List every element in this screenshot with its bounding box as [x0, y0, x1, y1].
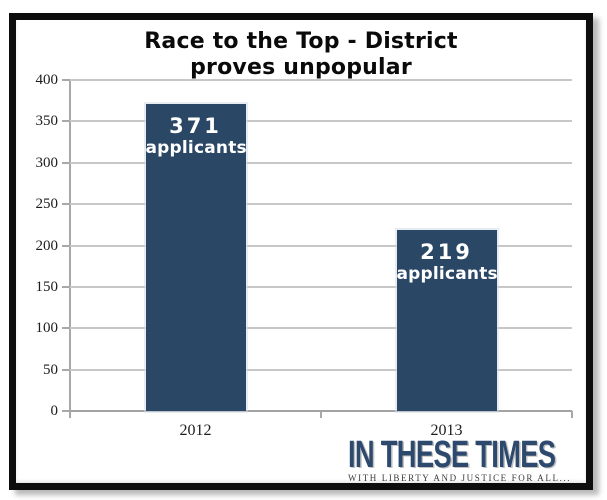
bar-value-label: 219: [420, 239, 473, 264]
chart-frame: Race to the Top - District proves unpopu…: [9, 13, 593, 490]
bar-label-2013: 219 applicants: [396, 239, 498, 285]
bar-value-label: 371: [169, 113, 222, 138]
x-axis-tick: [571, 411, 573, 418]
y-axis-tick-label: 250: [35, 196, 59, 213]
bar-2013: [396, 229, 497, 411]
y-axis-tick: [62, 79, 70, 81]
gridline: [70, 120, 572, 123]
gridline: [70, 327, 572, 330]
bar-label-2012: 371 applicants: [145, 113, 247, 159]
chart-title-line-1: Race to the Top - District: [144, 29, 458, 54]
bar-sublabel: applicants: [145, 137, 247, 158]
publication-logo-wordmark: IN THESE TIMES: [348, 434, 556, 476]
y-axis-tick: [62, 285, 70, 288]
gridline: [70, 79, 572, 81]
x-axis-tick: [69, 411, 71, 418]
y-axis-tick-label: 400: [35, 72, 59, 88]
y-axis-tick: [62, 244, 70, 247]
x-axis-tick-label: 2013: [430, 422, 463, 439]
x-axis-tick: [320, 411, 322, 418]
gridline: [70, 244, 572, 247]
y-axis-tick: [62, 368, 70, 371]
y-axis-tick-label: 150: [35, 278, 59, 295]
y-axis-tick-label: 200: [35, 237, 59, 254]
chart-title: Race to the Top - District proves unpopu…: [16, 29, 586, 81]
x-axis-tick-label: 2012: [179, 422, 212, 439]
gridline: [70, 285, 572, 288]
publication-logo: IN THESE TIMES WITH LIBERTY AND JUSTICE …: [348, 434, 594, 483]
gridline: [70, 203, 572, 206]
bar-sublabel: applicants: [396, 263, 498, 284]
bar-2012: [145, 103, 246, 411]
y-axis-tick: [62, 410, 70, 412]
y-axis-tick-label: 300: [35, 154, 59, 171]
gridline: [70, 161, 572, 164]
publication-logo-tagline: WITH LIBERTY AND JUSTICE FOR ALL...: [348, 473, 572, 483]
chart-title-line-2: proves unpopular: [190, 55, 412, 80]
gridline: [70, 368, 572, 371]
y-axis-tick: [62, 120, 70, 123]
y-axis-tick-label: 100: [35, 320, 59, 337]
y-axis-tick-label: 0: [50, 403, 59, 419]
plot-area: 0 50 100 150 200 250 300 350 400 371 applicants 201…: [36, 72, 573, 439]
y-axis-tick: [62, 327, 70, 330]
y-axis-tick-label: 350: [35, 113, 59, 130]
y-axis-tick: [62, 161, 70, 164]
y-axis-tick: [62, 203, 70, 206]
y-axis-tick-label: 50: [43, 361, 58, 378]
